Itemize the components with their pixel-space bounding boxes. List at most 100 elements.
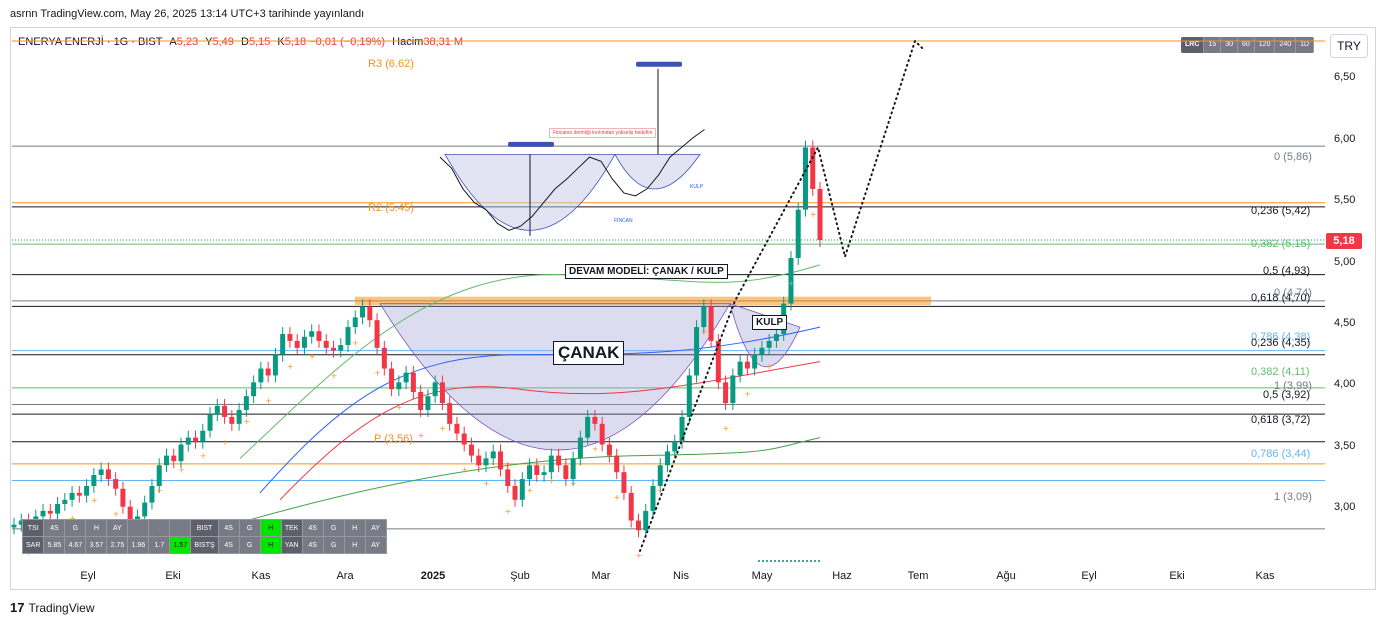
candle-body — [105, 469, 111, 480]
candle-body — [802, 147, 808, 210]
sar-marker: + — [113, 510, 120, 519]
x-tick: Ağu — [996, 570, 1016, 582]
chart-frame — [10, 27, 1376, 590]
candle-body — [294, 340, 300, 348]
sar-marker: + — [374, 369, 381, 378]
candle-body — [752, 354, 758, 369]
y-tick: 6,50 — [1334, 71, 1356, 83]
y-tick: 6,00 — [1334, 133, 1356, 145]
tradingview-logo[interactable]: 17 TradingView — [10, 600, 95, 615]
candle-body — [592, 416, 598, 424]
sar-marker: + — [396, 403, 403, 412]
fib-label: 0,618 (4,70) — [1251, 292, 1311, 304]
cup-shape — [379, 303, 731, 451]
sar-marker: + — [483, 479, 490, 488]
candle-body — [360, 306, 366, 318]
pattern-annotation: DEVAM MODELİ: ÇANAK / KULP — [565, 264, 728, 279]
candle-body — [410, 372, 416, 393]
candle-body — [178, 444, 184, 462]
candle-body — [715, 340, 721, 383]
candle-body — [280, 334, 286, 355]
candle-body — [439, 382, 445, 404]
fib-label: 0,382 (5,15) — [1251, 238, 1311, 250]
candle-body — [185, 437, 191, 445]
candle-body — [556, 455, 562, 466]
symbol-legend: ENERYA ENERJİ · 1G · BIST A5,23 Y5,49 D5… — [18, 36, 464, 48]
candle-body — [512, 486, 518, 500]
candle-body — [744, 361, 750, 369]
sar-marker: + — [592, 445, 599, 454]
sar-marker: + — [69, 514, 76, 523]
sar-marker: + — [723, 424, 730, 433]
x-tick: Kas — [251, 570, 271, 582]
x-tick: Eki — [1169, 570, 1185, 582]
candle-body — [461, 433, 467, 445]
pivot-r2-label: R2 (5.45) — [368, 202, 414, 214]
candle-body — [577, 437, 583, 459]
candle-body — [367, 306, 373, 321]
candle-body — [120, 488, 126, 507]
sar-marker: + — [352, 338, 359, 347]
candle-body — [396, 382, 402, 390]
candle-body — [352, 317, 358, 328]
handle-annotation: KULP — [752, 315, 788, 330]
candle-body — [585, 416, 591, 438]
fib-label: 0,786 (3,44) — [1251, 448, 1311, 460]
candle-body — [287, 334, 293, 341]
sar-marker: + — [635, 551, 642, 560]
y-tick: 3,00 — [1334, 501, 1356, 513]
ma-green — [239, 264, 821, 459]
sar-marker: + — [461, 465, 468, 474]
candle-body — [113, 479, 119, 489]
change-value: −0,01 (−0,19%) — [309, 36, 386, 48]
sar-marker: + — [178, 465, 185, 474]
inset-label-pill — [508, 141, 554, 147]
y-tick: 5,00 — [1334, 256, 1356, 268]
candle-body — [98, 469, 104, 475]
fib-label: 0,236 (4,35) — [1251, 337, 1311, 349]
candle-body — [483, 458, 489, 466]
x-tick: Şub — [510, 570, 530, 582]
candle-body — [650, 486, 656, 511]
fib-label: 1 (3,99) — [1274, 380, 1312, 392]
candle-body — [265, 368, 271, 376]
volume-value: 38,31 M — [423, 36, 464, 48]
high-value: 5,49 — [212, 36, 234, 48]
inset-handle-label: KULP — [690, 184, 704, 190]
sar-marker: + — [527, 486, 534, 495]
candle-body — [759, 347, 765, 355]
candle-body — [737, 361, 743, 376]
sar-marker: + — [156, 486, 163, 495]
candle-body — [229, 416, 235, 424]
candle-body — [468, 444, 474, 456]
candle-body — [635, 520, 641, 531]
pivot-r3-label: R3 (6.62) — [368, 58, 414, 70]
candle-body — [214, 405, 220, 415]
inset-handle-shape — [614, 153, 701, 190]
candle-body — [476, 455, 482, 466]
fib-label: 0,236 (5,42) — [1251, 205, 1311, 217]
symbol-name[interactable]: ENERYA ENERJİ · 1G · BIST — [18, 36, 163, 48]
x-tick: Mar — [591, 570, 611, 582]
candle-body — [599, 423, 605, 445]
currency-button[interactable]: TRY — [1330, 34, 1368, 58]
candle-body — [62, 499, 68, 504]
fib-label: 0,618 (3,72) — [1251, 414, 1311, 426]
candle-body — [193, 437, 199, 442]
sar-marker: + — [330, 371, 337, 380]
x-tick: Tem — [907, 570, 929, 582]
candle-body — [643, 510, 649, 531]
candle-body — [788, 258, 794, 304]
y-tick: 4,50 — [1334, 317, 1356, 329]
candle-body — [91, 474, 97, 486]
candle-body — [454, 423, 460, 434]
candle-body — [134, 516, 140, 521]
candle-body — [156, 465, 162, 486]
candle-body — [11, 524, 17, 528]
fib-label: 0,5 (4,93) — [1263, 265, 1311, 277]
candle-body — [222, 405, 228, 417]
x-tick: Eyl — [1081, 570, 1097, 582]
candle-body — [432, 382, 438, 397]
candle-body — [84, 486, 90, 496]
